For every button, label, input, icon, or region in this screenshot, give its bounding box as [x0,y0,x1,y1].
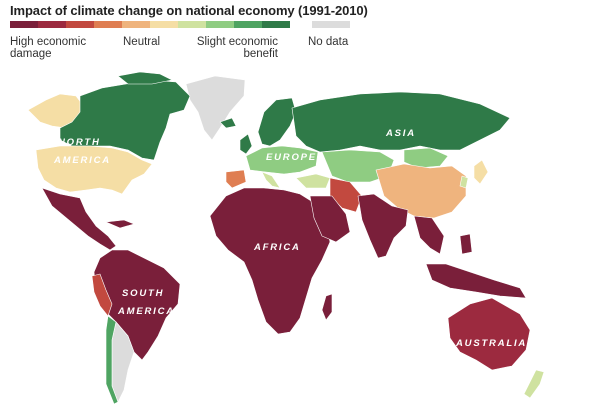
region-mexico [41,187,117,251]
legend-label-benefit-line2: benefit [243,48,278,60]
label-south-america-2: AMERICA [117,306,175,317]
region-turkey [295,173,331,189]
legend-swatch-2 [38,21,66,28]
legend-swatch-8 [206,21,234,28]
legend-swatch-5 [122,21,150,28]
region-usa [35,145,153,195]
label-south-america-1: SOUTH [122,288,164,299]
region-italy [261,171,281,189]
legend-swatch-nodata [312,21,350,28]
label-asia: ASIA [385,128,416,139]
region-korea [459,175,469,189]
label-africa: AFRICA [253,242,301,253]
region-philippines [459,233,473,255]
label-europe: EUROPE [266,152,317,163]
legend-swatch-10 [262,21,290,28]
legend-label-nodata: No data [308,36,349,48]
legend-label-damage-line1: High economic [10,36,87,48]
region-indonesia [425,263,527,299]
region-australia [447,297,531,371]
region-scandinavia [257,97,297,147]
legend-color-scale [10,21,350,28]
region-mongolia [403,147,449,169]
legend-swatch-3 [66,21,94,28]
region-chile [105,315,119,405]
region-europe-central [245,145,319,175]
label-australia: AUSTRALIA [455,338,527,349]
legend-swatch-7 [178,21,206,28]
region-iberia [225,169,247,189]
legend-spacer [290,21,312,28]
legend-swatch-4 [94,21,122,28]
region-greenland [185,75,246,141]
legend-label-damage: High economic damage [10,36,86,60]
region-peru [91,273,113,317]
region-canada-islands [117,71,173,85]
legend-swatch-1 [10,21,38,28]
region-africa [209,187,331,335]
region-china [375,163,467,219]
region-japan [473,159,489,185]
region-new-zealand [523,369,545,399]
region-iceland [219,117,237,129]
label-north-america-2: AMERICA [53,155,111,166]
region-southeast-asia [413,215,445,255]
legend-label-benefit: Slight economic benefit [188,36,278,60]
legend-label-neutral: Neutral [123,36,161,48]
label-north-america-1: NORTH [58,137,101,148]
legend-swatch-9 [234,21,262,28]
region-arabia [309,195,351,243]
map-title: Impact of climate change on national eco… [10,3,368,18]
legend-swatch-6 [150,21,178,28]
region-india [357,193,409,259]
region-uk [239,133,253,155]
legend-label-damage-line2: damage [10,48,52,60]
region-madagascar [321,293,333,321]
region-caribbean [105,219,135,229]
legend-label-benefit-line1: Slight economic [196,36,278,48]
region-russia [291,91,511,153]
